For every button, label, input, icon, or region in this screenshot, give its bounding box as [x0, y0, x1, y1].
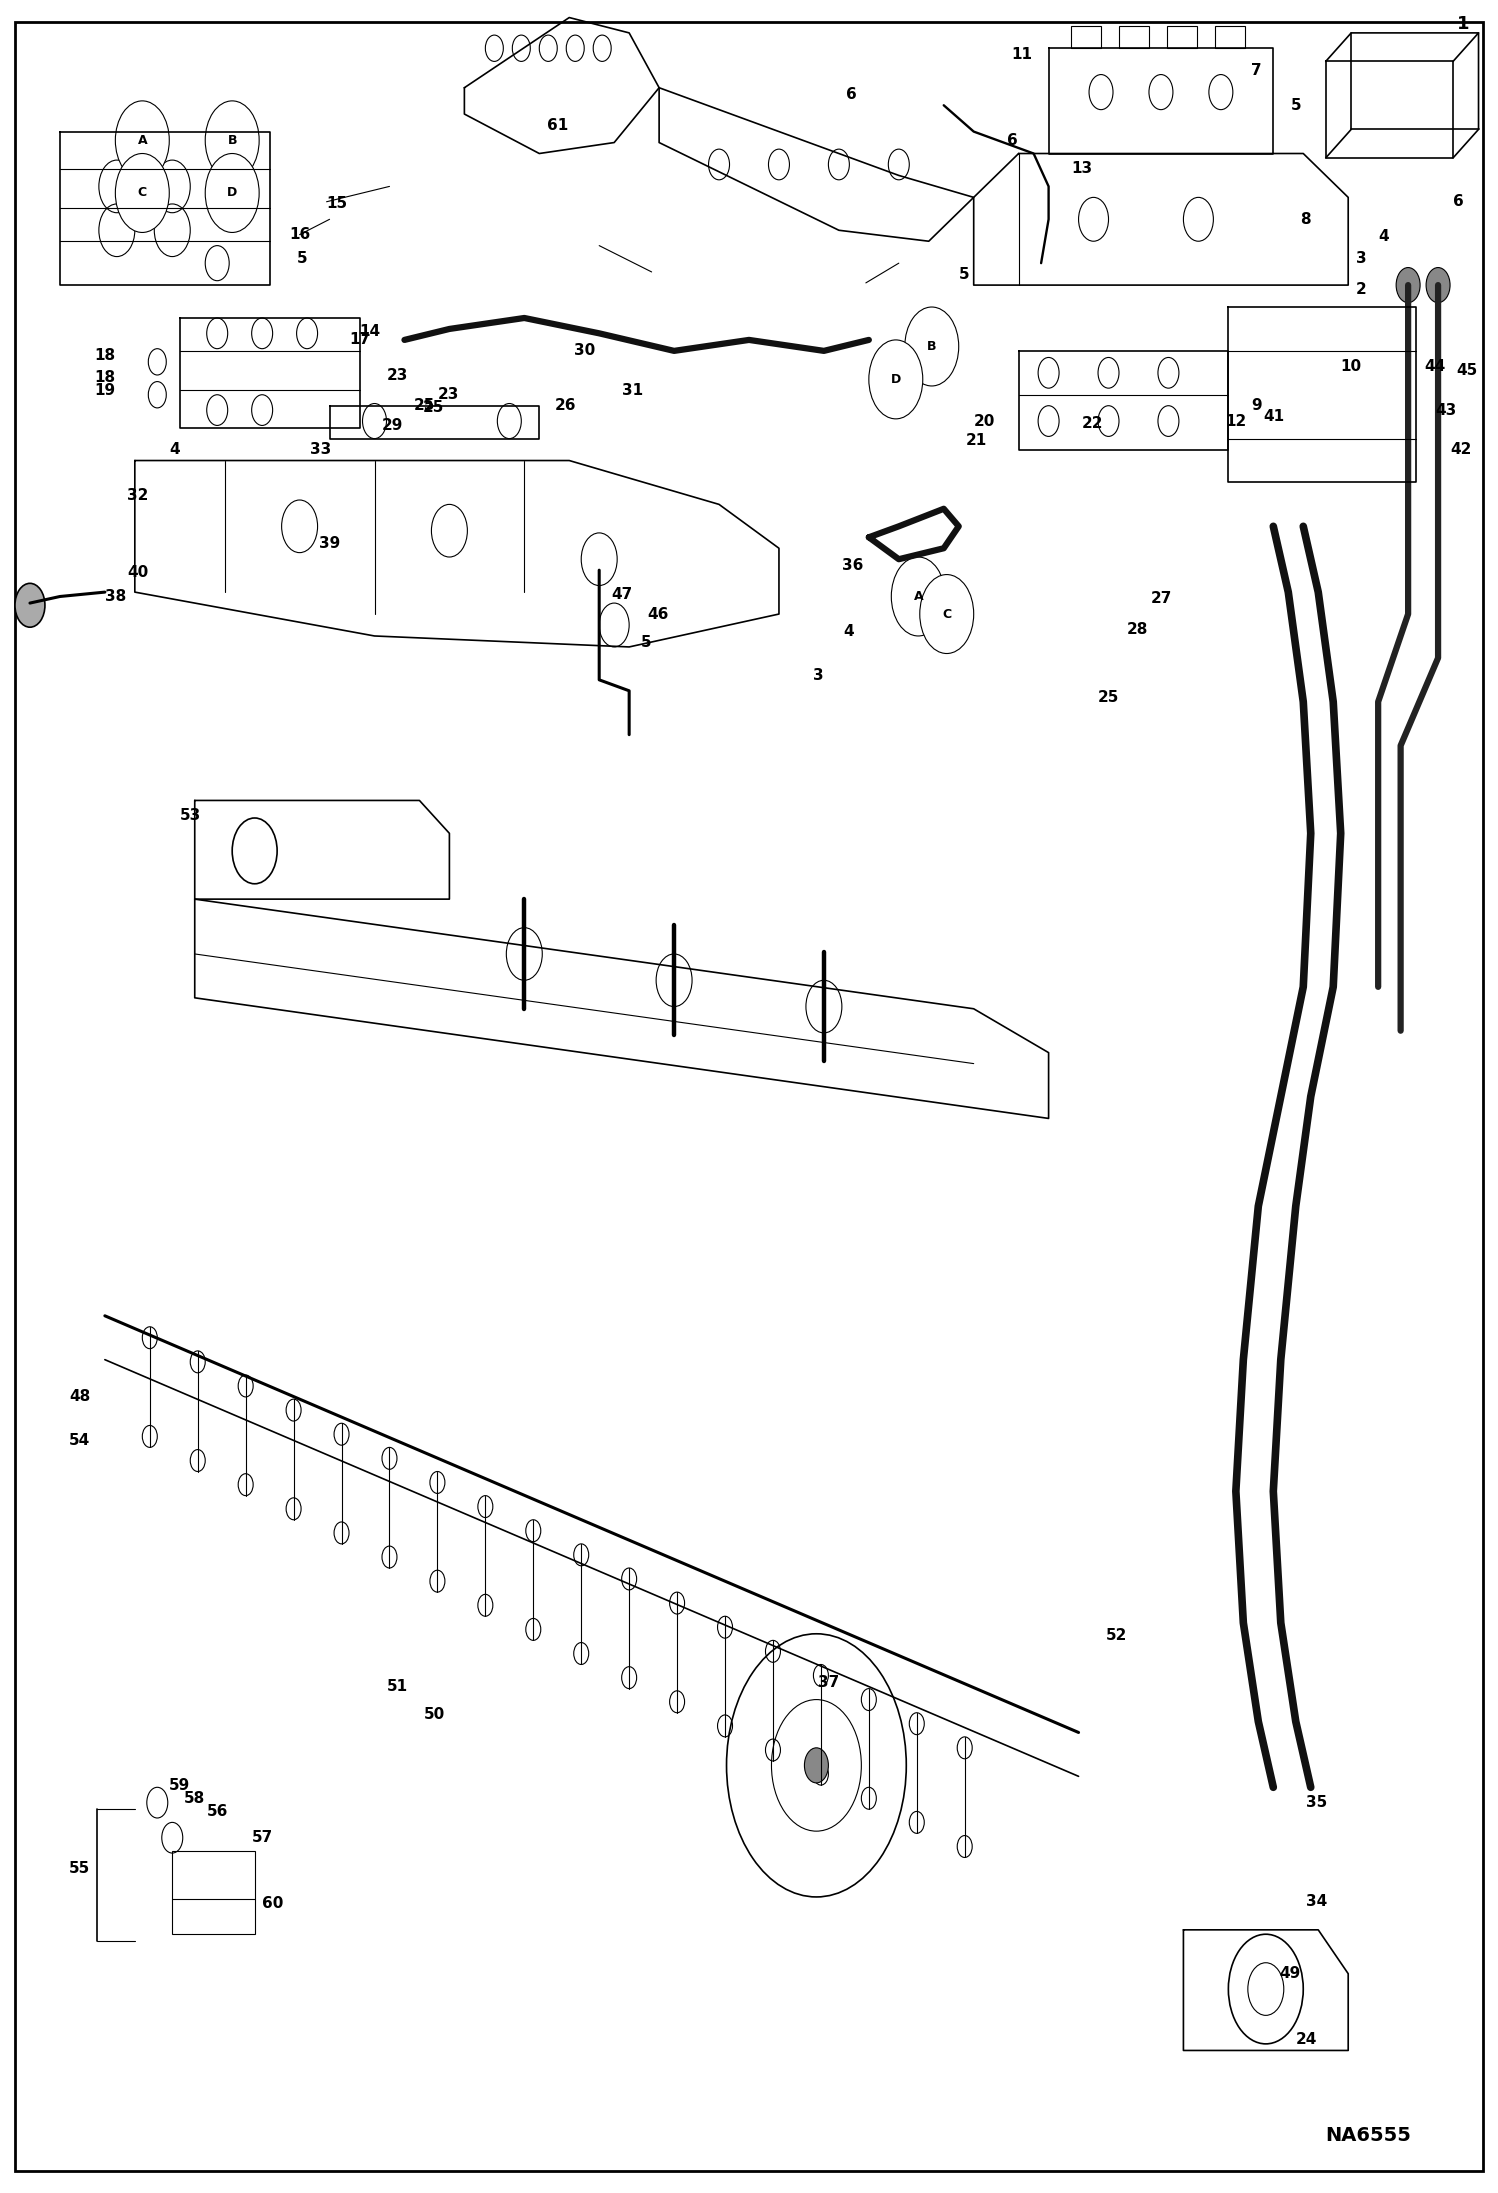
Text: 52: 52 — [1106, 1629, 1126, 1643]
Text: 19: 19 — [94, 384, 115, 397]
Text: 8: 8 — [1300, 213, 1311, 226]
Text: 30: 30 — [574, 344, 595, 357]
Text: 24: 24 — [1296, 2033, 1317, 2046]
Text: 33: 33 — [310, 443, 331, 456]
Circle shape — [115, 154, 169, 232]
Text: 15: 15 — [327, 197, 348, 211]
Text: 51: 51 — [386, 1680, 407, 1693]
Text: 5: 5 — [641, 636, 652, 649]
Text: 1: 1 — [1458, 15, 1470, 33]
Text: 31: 31 — [622, 384, 643, 397]
Text: D: D — [228, 186, 237, 200]
Text: 23: 23 — [386, 368, 407, 382]
Circle shape — [15, 583, 45, 627]
Text: 17: 17 — [349, 333, 370, 346]
Circle shape — [869, 340, 923, 419]
Text: 14: 14 — [360, 325, 380, 338]
Text: 42: 42 — [1450, 443, 1471, 456]
Text: 45: 45 — [1456, 364, 1477, 377]
Text: 55: 55 — [69, 1862, 90, 1875]
Text: 46: 46 — [647, 607, 668, 621]
Bar — [1215, 26, 1245, 48]
Text: 5: 5 — [297, 252, 307, 265]
Circle shape — [891, 557, 945, 636]
Text: 41: 41 — [1263, 410, 1284, 423]
Text: 28: 28 — [1126, 623, 1147, 636]
Text: 47: 47 — [611, 588, 632, 601]
Text: 38: 38 — [105, 590, 126, 603]
Text: 2: 2 — [1356, 283, 1366, 296]
Text: C: C — [138, 186, 147, 200]
Text: 43: 43 — [1435, 404, 1456, 417]
Text: 4: 4 — [1378, 230, 1389, 243]
Text: 57: 57 — [252, 1831, 273, 1844]
Text: 21: 21 — [966, 434, 987, 447]
Text: 12: 12 — [1225, 414, 1246, 428]
Text: 20: 20 — [974, 414, 995, 428]
Text: D: D — [891, 373, 900, 386]
Circle shape — [804, 1748, 828, 1783]
Text: 37: 37 — [818, 1675, 839, 1689]
Text: 3: 3 — [1356, 252, 1366, 265]
Text: 13: 13 — [1071, 162, 1092, 175]
Text: 6: 6 — [1453, 195, 1464, 208]
Text: 53: 53 — [180, 809, 201, 822]
Text: 32: 32 — [127, 489, 148, 502]
Bar — [172, 1851, 255, 1934]
Text: 25: 25 — [413, 399, 434, 412]
Circle shape — [205, 154, 259, 232]
Text: 34: 34 — [1306, 1895, 1327, 1908]
Text: 22: 22 — [1082, 417, 1103, 430]
Text: 6: 6 — [1007, 134, 1017, 147]
Circle shape — [905, 307, 959, 386]
Text: 10: 10 — [1341, 360, 1362, 373]
Text: 50: 50 — [424, 1708, 445, 1722]
Text: 18: 18 — [94, 349, 115, 362]
Text: 4: 4 — [169, 443, 180, 456]
Bar — [1167, 26, 1197, 48]
Text: 5: 5 — [1291, 99, 1302, 112]
Text: 26: 26 — [554, 399, 575, 412]
Bar — [1119, 26, 1149, 48]
Text: 60: 60 — [262, 1897, 283, 1910]
Circle shape — [920, 575, 974, 654]
Circle shape — [205, 101, 259, 180]
Text: 40: 40 — [127, 566, 148, 579]
Text: 3: 3 — [813, 669, 824, 682]
Circle shape — [1396, 268, 1420, 303]
Text: 7: 7 — [1251, 64, 1261, 77]
Text: B: B — [228, 134, 237, 147]
Text: 58: 58 — [184, 1792, 205, 1805]
Text: 39: 39 — [319, 537, 340, 550]
Text: 4: 4 — [843, 625, 854, 638]
Text: 48: 48 — [69, 1390, 90, 1404]
Text: B: B — [927, 340, 936, 353]
Text: 11: 11 — [1011, 48, 1032, 61]
Text: 25: 25 — [422, 401, 443, 414]
Text: 36: 36 — [842, 559, 863, 572]
Text: 6: 6 — [846, 88, 857, 101]
Text: 29: 29 — [382, 419, 403, 432]
Text: C: C — [942, 607, 951, 621]
Text: 35: 35 — [1306, 1796, 1327, 1809]
Text: 27: 27 — [1150, 592, 1171, 605]
Circle shape — [115, 101, 169, 180]
Text: 25: 25 — [1098, 691, 1119, 704]
Text: A: A — [914, 590, 923, 603]
Text: A: A — [138, 134, 147, 147]
Text: 18: 18 — [94, 371, 115, 384]
Circle shape — [1426, 268, 1450, 303]
Bar — [1071, 26, 1101, 48]
Text: 49: 49 — [1279, 1967, 1300, 1980]
Text: 44: 44 — [1425, 360, 1446, 373]
Text: 54: 54 — [69, 1434, 90, 1447]
Text: NA6555: NA6555 — [1326, 2125, 1411, 2145]
Text: 56: 56 — [207, 1805, 228, 1818]
Text: 61: 61 — [547, 118, 568, 132]
Text: 9: 9 — [1251, 399, 1261, 412]
Text: 5: 5 — [959, 268, 969, 281]
Text: 16: 16 — [289, 228, 310, 241]
Text: 59: 59 — [169, 1779, 190, 1792]
Text: 23: 23 — [437, 388, 458, 401]
